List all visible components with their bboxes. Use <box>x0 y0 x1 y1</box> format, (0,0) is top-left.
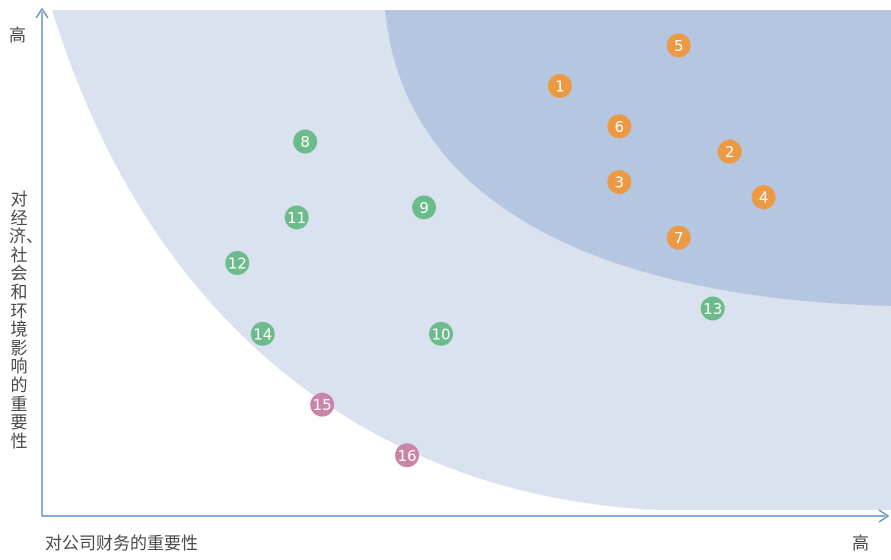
marker-number: 13 <box>703 300 722 318</box>
high-importance-zone <box>385 10 891 306</box>
marker-circle <box>412 195 437 220</box>
topic-marker-3: 3 <box>607 170 632 195</box>
marker-circle <box>717 139 742 164</box>
marker-circle <box>547 73 572 98</box>
topic-marker-16: 16 <box>395 443 420 468</box>
marker-number: 14 <box>253 325 272 343</box>
marker-number: 3 <box>615 174 625 192</box>
marker-circle <box>607 170 632 195</box>
marker-circle <box>293 129 318 154</box>
marker-number: 16 <box>398 447 417 465</box>
topic-marker-6: 6 <box>607 114 632 139</box>
topic-marker-7: 7 <box>666 225 691 250</box>
y-axis-arrowhead <box>35 7 49 19</box>
y-axis-high-label: 高 <box>9 26 26 46</box>
topic-marker-11: 11 <box>284 205 309 230</box>
topic-marker-8: 8 <box>293 129 318 154</box>
topic-marker-15: 15 <box>310 392 335 417</box>
topic-marker-1: 1 <box>547 73 572 98</box>
marker-number: 9 <box>419 199 429 217</box>
y-axis-title: 对经济、社会和环境影响的重要性 <box>9 190 43 452</box>
marker-circle <box>666 33 691 58</box>
marker-number: 7 <box>674 229 684 247</box>
marker-circle <box>284 205 309 230</box>
topic-marker-9: 9 <box>412 195 437 220</box>
topic-marker-14: 14 <box>250 321 275 346</box>
marker-circle <box>700 296 725 321</box>
marker-number: 11 <box>287 209 306 227</box>
x-axis-title: 对公司财务的重要性 <box>45 534 198 554</box>
topic-marker-4: 4 <box>751 185 776 210</box>
marker-number: 4 <box>759 189 769 207</box>
marker-circle <box>250 321 275 346</box>
marker-circle <box>429 321 454 346</box>
x-axis-arrowhead <box>878 509 890 523</box>
marker-number: 8 <box>300 133 310 151</box>
x-axis-high-label: 高 <box>852 534 869 554</box>
marker-circle <box>666 225 691 250</box>
marker-number: 1 <box>555 77 565 95</box>
marker-number: 6 <box>615 118 625 136</box>
topic-marker-13: 13 <box>700 296 725 321</box>
marker-number: 15 <box>313 396 332 414</box>
topic-marker-5: 5 <box>666 33 691 58</box>
marker-circle <box>310 392 335 417</box>
marker-number: 2 <box>725 143 735 161</box>
marker-circle <box>607 114 632 139</box>
marker-number: 10 <box>431 325 450 343</box>
marker-circle <box>395 443 420 468</box>
marker-number: 5 <box>674 37 684 55</box>
topic-marker-2: 2 <box>717 139 742 164</box>
marker-circle <box>225 251 250 275</box>
topic-marker-10: 10 <box>429 321 454 346</box>
marker-number: 12 <box>228 255 247 273</box>
marker-circle <box>751 185 776 210</box>
topic-marker-12: 12 <box>225 251 250 275</box>
